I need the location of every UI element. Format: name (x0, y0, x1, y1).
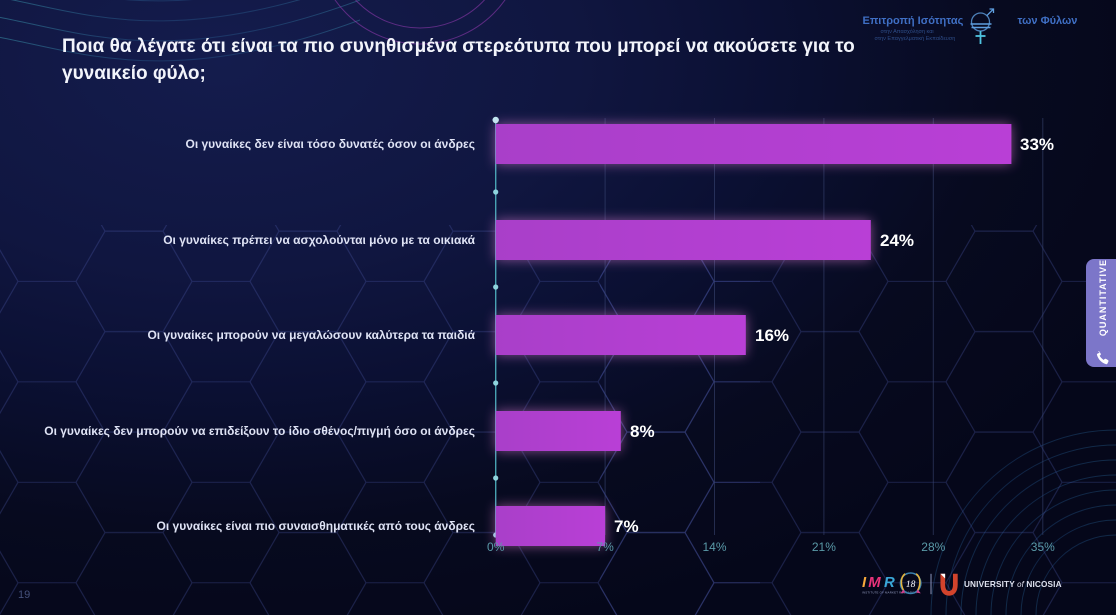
svg-text:I: I (862, 575, 867, 591)
svg-text:16%: 16% (755, 326, 789, 345)
svg-text:Οι γυναίκες δεν είναι τόσο δυν: Οι γυναίκες δεν είναι τόσο δυνατές όσον … (185, 137, 475, 151)
svg-text:33%: 33% (1020, 135, 1054, 154)
svg-text:8%: 8% (630, 422, 655, 441)
svg-text:28%: 28% (921, 540, 945, 554)
svg-text:Οι γυναίκες δεν μπορούν να επι: Οι γυναίκες δεν μπορούν να επιδείξουν το… (44, 424, 475, 438)
svg-text:Οι γυναίκες μπορούν να μεγαλώσ: Οι γυναίκες μπορούν να μεγαλώσουν καλύτε… (147, 328, 475, 342)
svg-text:Οι γυναίκες πρέπει να ασχολούν: Οι γυναίκες πρέπει να ασχολούνται μόνο μ… (163, 233, 475, 247)
svg-text:14%: 14% (702, 540, 726, 554)
svg-text:18: 18 (906, 580, 916, 590)
svg-text:UNIVERSITY of NICOSIA: UNIVERSITY of NICOSIA (964, 580, 1062, 589)
svg-text:7%: 7% (614, 517, 639, 536)
svg-text:M: M (868, 575, 881, 591)
svg-text:21%: 21% (812, 540, 836, 554)
svg-text:7%: 7% (596, 540, 614, 554)
svg-text:0%: 0% (487, 540, 505, 554)
svg-text:24%: 24% (880, 231, 914, 250)
svg-text:R: R (884, 575, 895, 591)
svg-text:Οι γυναίκες είναι πιο συναισθη: Οι γυναίκες είναι πιο συναισθηματικές απ… (157, 519, 475, 533)
svg-text:35%: 35% (1031, 540, 1055, 554)
